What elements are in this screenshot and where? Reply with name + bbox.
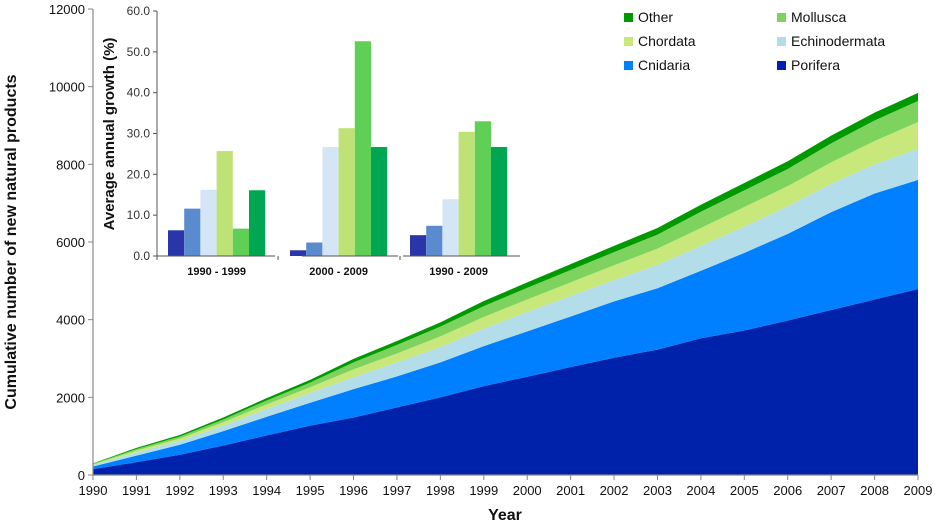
inset-category-label: 1990 - 2009 — [429, 266, 488, 278]
x-tick-label: 2006 — [773, 483, 802, 498]
main-area-layers — [93, 92, 918, 475]
inset-bar-porifera — [168, 230, 185, 256]
area-cnidaria — [93, 179, 918, 470]
inset-bar-other — [491, 146, 508, 256]
legend-label-mollusca: Mollusca — [791, 9, 846, 25]
legend: Other Mollusca Chordata Echinodermata Cnidar… — [624, 9, 885, 73]
x-tick-label: 2002 — [600, 483, 629, 498]
x-tick-label: 2009 — [904, 483, 933, 498]
inset-bar-chart: 0.0 10.0 20.0 30.0 40.0 50.0 60.0 1990 - 1999 20… — [127, 4, 520, 278]
inset-category-label: 1990 - 1999 — [187, 266, 246, 278]
legend-label-other: Other — [638, 9, 673, 25]
legend-swatch-echinodermata — [777, 37, 786, 46]
inset-bar-echinodermata — [322, 146, 339, 256]
inset-y-tick-label: 10.0 — [127, 208, 151, 222]
y-tick-label: 2000 — [56, 390, 85, 405]
y-axis-title: Cumulative number of new natural product… — [3, 74, 20, 409]
inset-bar-mollusca — [232, 228, 249, 256]
inset-y-tick-label: 50.0 — [127, 45, 151, 59]
inset-bar-chordata — [216, 151, 233, 256]
x-tick-label: 2003 — [643, 483, 672, 498]
inset-bar-porifera — [410, 235, 427, 256]
x-tick-label: 2007 — [817, 483, 846, 498]
inset-bar-chordata — [338, 128, 355, 256]
inset-bar-cnidaria — [184, 208, 201, 256]
y-tick-label: 4000 — [56, 313, 85, 328]
area-porifera — [93, 288, 918, 475]
legend-swatch-cnidaria — [624, 61, 633, 70]
inset-bar-chordata — [458, 131, 475, 256]
x-tick-label: 2008 — [860, 483, 889, 498]
inset-bar-porifera — [290, 250, 307, 256]
x-tick-label: 1993 — [209, 483, 238, 498]
inset-bar-echinodermata — [200, 189, 217, 256]
main-axes: 1990 1991 1992 1993 1994 1995 1996 1997 1998 1999… — [49, 2, 933, 498]
y-tick-label: 8000 — [56, 157, 85, 172]
y-tick-label: 10000 — [49, 80, 85, 95]
legend-label-echinodermata: Echinodermata — [791, 33, 885, 49]
x-tick-label: 1992 — [165, 483, 194, 498]
x-tick-label: 2001 — [556, 483, 585, 498]
inset-bar-other — [249, 190, 266, 256]
inset-y-axis-title: Average annual growth (%) — [101, 38, 118, 231]
legend-label-cnidaria: Cnidaria — [638, 57, 690, 73]
legend-swatch-mollusca — [777, 13, 786, 22]
x-tick-label: 1999 — [469, 483, 498, 498]
inset-bar-cnidaria — [306, 242, 323, 256]
inset-category-label: 2000 - 2009 — [309, 266, 368, 278]
x-tick-label: 1995 — [296, 483, 325, 498]
inset-y-tick-label: 60.0 — [127, 4, 151, 18]
x-tick-label: 1996 — [339, 483, 368, 498]
inset-y-tick-label: 20.0 — [127, 167, 151, 181]
y-tick-label: 12000 — [49, 2, 85, 17]
y-tick-label: 6000 — [56, 235, 85, 250]
inset-bar-other — [371, 146, 388, 256]
inset-bar-echinodermata — [442, 199, 459, 256]
x-tick-label: 1990 — [79, 483, 108, 498]
legend-label-chordata: Chordata — [638, 33, 696, 49]
inset-bar-mollusca — [354, 41, 371, 256]
x-axis-title: Year — [488, 507, 522, 524]
inset-y-tick-label: 40.0 — [127, 86, 151, 100]
x-tick-label: 2005 — [730, 483, 759, 498]
inset-y-tick-label: 30.0 — [127, 127, 151, 141]
legend-label-porifera: Porifera — [791, 57, 840, 73]
inset-bar-mollusca — [474, 121, 491, 256]
legend-swatch-other — [624, 13, 633, 22]
x-tick-label: 1998 — [426, 483, 455, 498]
inset-bar-cnidaria — [426, 225, 443, 256]
x-tick-label: 1991 — [122, 483, 151, 498]
x-tick-label: 1997 — [382, 483, 411, 498]
x-tick-label: 1994 — [252, 483, 281, 498]
inset-y-tick-label: 0.0 — [133, 249, 150, 263]
x-tick-label: 2000 — [513, 483, 542, 498]
legend-swatch-chordata — [624, 37, 633, 46]
x-tick-label: 2004 — [686, 483, 715, 498]
legend-swatch-porifera — [777, 61, 786, 70]
y-tick-label: 0 — [78, 468, 85, 483]
